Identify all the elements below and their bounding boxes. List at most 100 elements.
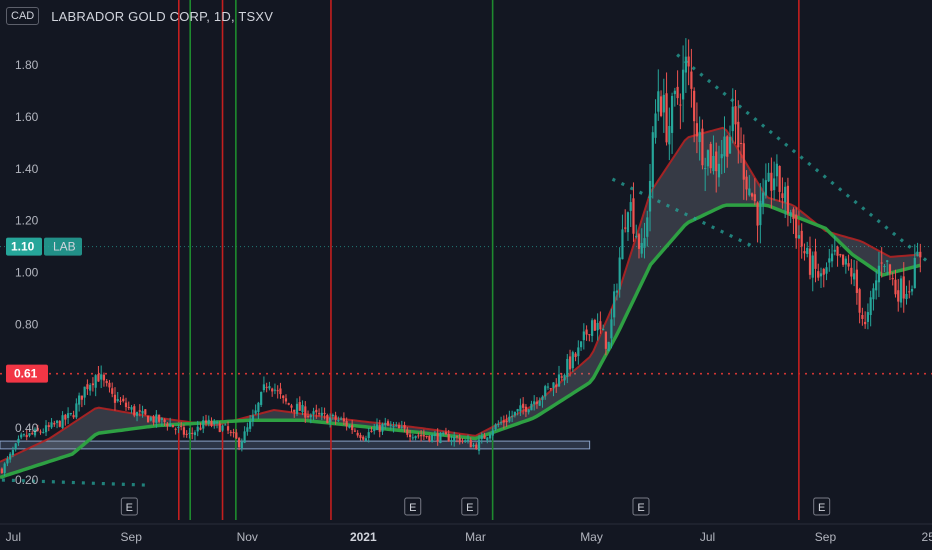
candle[interactable]	[80, 395, 83, 408]
candle[interactable]	[524, 404, 528, 417]
candle[interactable]	[483, 432, 486, 439]
candle[interactable]	[116, 391, 119, 403]
candle[interactable]	[872, 283, 875, 311]
candle[interactable]	[265, 382, 268, 393]
candle[interactable]	[50, 418, 53, 429]
candle[interactable]	[254, 404, 257, 415]
candle[interactable]	[604, 331, 607, 356]
candle[interactable]	[340, 416, 343, 421]
candle[interactable]	[353, 428, 357, 433]
candle[interactable]	[607, 341, 610, 352]
candle[interactable]	[191, 427, 194, 440]
candle[interactable]	[102, 372, 106, 387]
candle[interactable]	[36, 424, 39, 432]
candle[interactable]	[764, 163, 767, 199]
candle[interactable]	[133, 404, 136, 418]
candle[interactable]	[687, 39, 690, 86]
candle[interactable]	[742, 134, 745, 200]
candle[interactable]	[182, 424, 186, 438]
candle[interactable]	[271, 387, 274, 397]
candle[interactable]	[673, 87, 676, 107]
candle[interactable]	[502, 415, 505, 429]
candle[interactable]	[20, 432, 23, 440]
candle[interactable]	[808, 236, 812, 280]
candle[interactable]	[723, 116, 726, 173]
candle[interactable]	[287, 402, 290, 406]
candle[interactable]	[113, 387, 117, 411]
candle[interactable]	[397, 422, 401, 429]
candle[interactable]	[726, 135, 729, 168]
candle[interactable]	[240, 438, 243, 452]
candle[interactable]	[899, 275, 903, 308]
candle[interactable]	[33, 427, 37, 438]
candle[interactable]	[433, 430, 437, 440]
candle[interactable]	[624, 209, 627, 233]
candle[interactable]	[839, 253, 842, 258]
candle[interactable]	[204, 414, 208, 427]
candle[interactable]	[158, 414, 161, 424]
candle[interactable]	[213, 419, 216, 429]
candle[interactable]	[207, 415, 210, 427]
earnings-marker-1[interactable]: E	[120, 497, 138, 516]
candle[interactable]	[571, 350, 574, 373]
price-axis[interactable]: 0.200.400.600.801.001.201.401.601.80	[15, 58, 39, 487]
candle[interactable]	[568, 349, 572, 377]
candle[interactable]	[866, 303, 870, 330]
candle[interactable]	[715, 142, 718, 193]
candle[interactable]	[284, 394, 288, 405]
candle[interactable]	[615, 283, 619, 301]
candle[interactable]	[100, 365, 103, 389]
candle[interactable]	[375, 418, 379, 431]
candle[interactable]	[778, 165, 781, 202]
candle[interactable]	[3, 462, 6, 477]
candle[interactable]	[582, 323, 585, 350]
candle[interactable]	[31, 430, 34, 435]
candle[interactable]	[629, 194, 632, 227]
candle[interactable]	[693, 87, 696, 143]
candle[interactable]	[535, 397, 539, 409]
candle[interactable]	[224, 423, 227, 426]
candle[interactable]	[180, 421, 183, 431]
candle[interactable]	[108, 379, 111, 393]
candle[interactable]	[320, 407, 323, 421]
candle[interactable]	[819, 267, 823, 288]
candle[interactable]	[461, 438, 464, 444]
candle[interactable]	[406, 426, 409, 438]
candle[interactable]	[395, 421, 398, 427]
candle[interactable]	[47, 422, 50, 432]
candle[interactable]	[577, 340, 580, 365]
candle[interactable]	[836, 245, 839, 267]
candle[interactable]	[530, 400, 533, 411]
earnings-marker-4[interactable]: E	[632, 497, 650, 516]
candle[interactable]	[596, 313, 599, 341]
candle[interactable]	[910, 285, 914, 296]
candle[interactable]	[828, 248, 831, 272]
candle[interactable]	[334, 411, 337, 425]
candle[interactable]	[709, 141, 712, 174]
candle[interactable]	[58, 420, 61, 428]
candle[interactable]	[858, 287, 861, 324]
candle[interactable]	[477, 434, 481, 455]
candle[interactable]	[682, 45, 685, 123]
candle[interactable]	[86, 379, 89, 395]
candle[interactable]	[855, 260, 858, 305]
candle[interactable]	[566, 353, 569, 384]
candle[interactable]	[880, 247, 883, 278]
candle[interactable]	[17, 435, 20, 446]
candle[interactable]	[72, 410, 75, 419]
candle[interactable]	[886, 259, 889, 276]
candle[interactable]	[55, 419, 59, 429]
candle[interactable]	[712, 135, 715, 175]
candle[interactable]	[646, 210, 649, 247]
candle[interactable]	[753, 178, 756, 206]
candle[interactable]	[822, 267, 825, 288]
candle[interactable]	[613, 283, 616, 326]
candle[interactable]	[83, 386, 86, 406]
candle[interactable]	[557, 365, 561, 387]
candle[interactable]	[717, 145, 721, 187]
candle[interactable]	[745, 170, 748, 201]
candle[interactable]	[618, 247, 621, 298]
candle[interactable]	[632, 182, 635, 242]
candle[interactable]	[475, 442, 478, 450]
candle[interactable]	[177, 424, 180, 434]
